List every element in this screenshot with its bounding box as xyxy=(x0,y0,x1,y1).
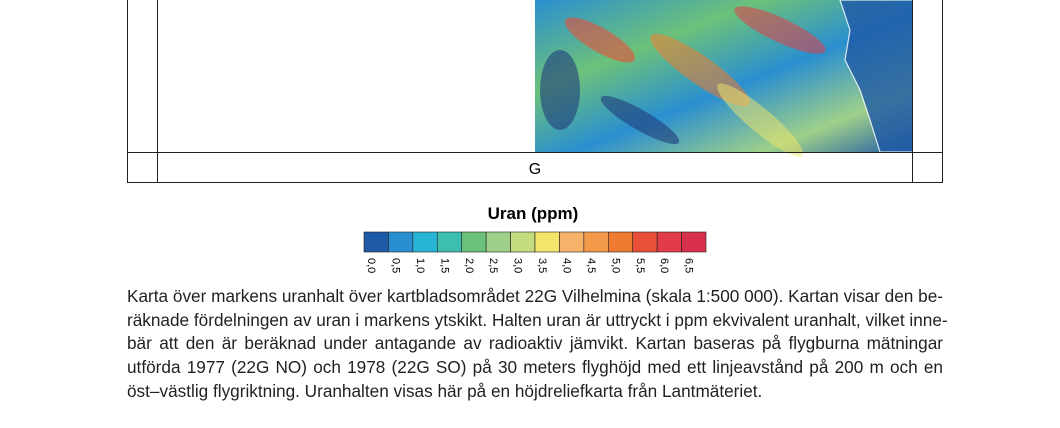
legend-swatch xyxy=(511,232,535,252)
legend-tick-label: 3,0 xyxy=(512,258,524,273)
legend-swatch xyxy=(437,232,461,252)
caption-line: öst–västlig flygriktning. Uranhalten vis… xyxy=(127,380,943,404)
legend-tick-label: 0,0 xyxy=(365,258,377,273)
map-figure: G Uran (ppm) 0,0 0,5 1,0 1,5 2,0 2,5 3,0 3,5 4,0… xyxy=(0,0,1060,285)
legend-tick-label: 6,0 xyxy=(658,258,670,273)
legend-swatch xyxy=(462,232,486,252)
legend-swatch xyxy=(364,232,388,252)
legend-tick-label: 2,0 xyxy=(463,258,475,273)
legend-tick-label: 1,0 xyxy=(414,258,426,273)
legend-swatch xyxy=(535,232,559,252)
map-image xyxy=(535,0,913,165)
grid-label: G xyxy=(529,161,541,178)
caption-line: Karta över markens uranhalt över kartbla… xyxy=(127,285,943,309)
caption-line: bär att den är beräknad under antagande … xyxy=(127,332,943,356)
legend-tick-label: 5,0 xyxy=(609,258,621,273)
legend-swatch xyxy=(682,232,706,252)
caption-line: utförda 1977 (22G NO) och 1978 (22G SO) … xyxy=(127,356,943,380)
legend-tick-label: 1,5 xyxy=(438,258,450,273)
legend-title: Uran (ppm) xyxy=(488,204,579,223)
legend-swatch xyxy=(657,232,681,252)
legend-swatch xyxy=(486,232,510,252)
legend-tick-label: 3,5 xyxy=(536,258,548,273)
legend-swatch xyxy=(413,232,437,252)
legend-tick-label: 2,5 xyxy=(487,258,499,273)
caption-line: räknade fördelningen av uran i markens y… xyxy=(127,309,943,333)
caption: Karta över markens uranhalt över kartbla… xyxy=(127,285,943,404)
legend-swatch xyxy=(633,232,657,252)
legend-swatch xyxy=(584,232,608,252)
legend-tick-label: 0,5 xyxy=(390,258,402,273)
color-legend: 0,0 0,5 1,0 1,5 2,0 2,5 3,0 3,5 4,0 4,5 5,0 5,5 6,0 6… xyxy=(364,232,706,273)
legend-tick-label: 4,0 xyxy=(561,258,573,273)
legend-swatch xyxy=(608,232,632,252)
legend-tick-label: 4,5 xyxy=(585,258,597,273)
legend-swatch xyxy=(388,232,412,252)
page: G Uran (ppm) 0,0 0,5 1,0 1,5 2,0 2,5 3,0 3,5 4,0… xyxy=(0,0,1060,428)
legend-tick-label: 6,5 xyxy=(683,258,695,273)
legend-swatch xyxy=(559,232,583,252)
legend-tick-label: 5,5 xyxy=(634,258,646,273)
